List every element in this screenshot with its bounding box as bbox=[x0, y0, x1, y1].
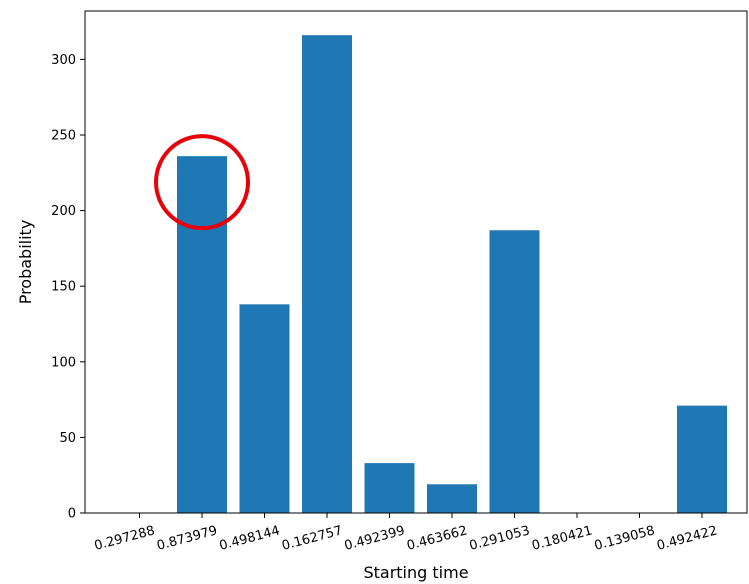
x-tick-label-0.291053: 0.291053 bbox=[468, 523, 532, 554]
x-tick-label-0.492422: 0.492422 bbox=[655, 523, 719, 554]
bar-0.492422 bbox=[677, 405, 727, 513]
x-axis: 0.2972880.8739790.4981440.1627570.492399… bbox=[93, 513, 719, 554]
x-tick-label-0.139058: 0.139058 bbox=[593, 523, 657, 554]
x-tick-label-0.463662: 0.463662 bbox=[405, 523, 469, 554]
x-tick-label-0.873979: 0.873979 bbox=[155, 523, 219, 554]
y-tick-label-300: 300 bbox=[51, 53, 76, 68]
highlight-circle bbox=[154, 134, 250, 231]
y-tick-label-250: 250 bbox=[51, 128, 76, 143]
y-tick-label-200: 200 bbox=[51, 204, 76, 219]
y-axis-title: Probability bbox=[16, 220, 35, 305]
bar-0.498144 bbox=[239, 304, 290, 513]
bar-0.162757 bbox=[302, 35, 352, 513]
x-tick-label-0.297288: 0.297288 bbox=[93, 523, 157, 554]
y-tick-label-50: 50 bbox=[59, 431, 76, 446]
x-tick-label-0.492399: 0.492399 bbox=[343, 523, 407, 554]
x-tick-label-0.180421: 0.180421 bbox=[530, 523, 594, 554]
x-tick-label-0.498144: 0.498144 bbox=[218, 523, 282, 554]
x-tick-label-0.162757: 0.162757 bbox=[280, 523, 344, 554]
y-tick-label-100: 100 bbox=[51, 355, 76, 370]
bars bbox=[177, 35, 727, 514]
bar-0.291053 bbox=[489, 230, 540, 513]
annotations bbox=[154, 134, 250, 231]
x-axis-title: Starting time bbox=[363, 563, 468, 582]
plot-frame bbox=[84, 10, 748, 514]
y-tick-label-0: 0 bbox=[68, 507, 76, 522]
y-tick-label-150: 150 bbox=[51, 280, 76, 295]
y-axis: 0 50 100 150 200 250 300 bbox=[51, 53, 85, 522]
bar-0.492399 bbox=[364, 463, 415, 513]
bar-0.873979 bbox=[177, 156, 227, 514]
bar-0.463662 bbox=[427, 484, 477, 513]
